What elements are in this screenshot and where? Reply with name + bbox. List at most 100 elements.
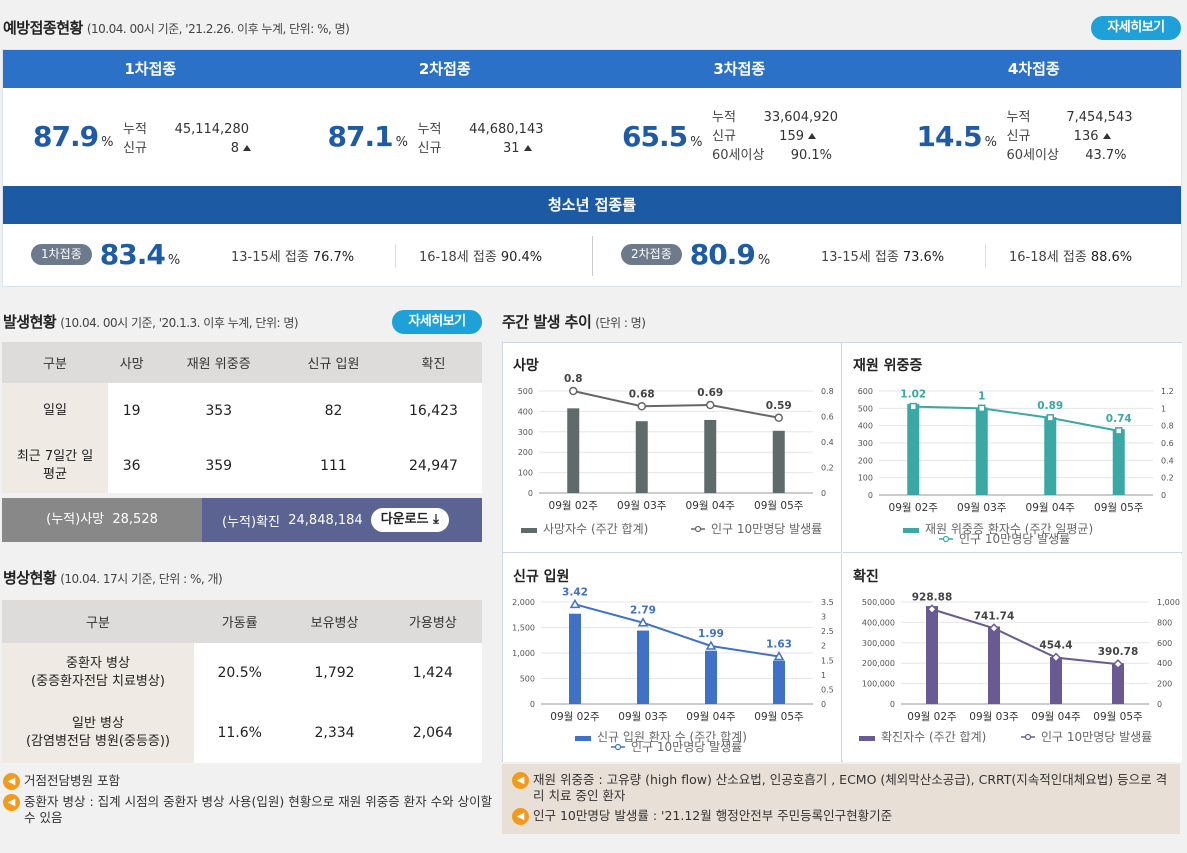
rate-point xyxy=(569,598,581,609)
row-label: 최근 7일간 일평균 xyxy=(2,438,108,493)
rate-point xyxy=(1050,652,1062,663)
cum-death: (누적)사망 28,528 xyxy=(2,498,202,542)
y-tick-label: 600 xyxy=(858,387,873,396)
y2-tick-label: 200 xyxy=(1157,680,1172,689)
x-tick-label: 09월 05주 xyxy=(1093,711,1143,723)
y-tick-label: 300 xyxy=(858,439,873,448)
y-tick-label: 100 xyxy=(518,469,533,478)
y-tick-label: 0 xyxy=(528,489,533,498)
legend-label: 재원 위중증 환자수 (주간 일평균) xyxy=(925,522,1093,536)
y-tick-label: 100 xyxy=(858,474,873,483)
y2-tick-label: 600 xyxy=(1157,639,1172,648)
teen-stats: 1차접종 83.4% 13-15세 접종 76.7% 16-18세 접종 90.4%… xyxy=(3,224,1181,288)
y-tick-label: 100,000 xyxy=(862,680,895,689)
y2-tick-label: 0 xyxy=(821,489,826,498)
chart-panel: 사망 0 100 200 300 400 500 0 0.2 0.4 0.6 0.8 09월 02주 0… xyxy=(503,343,842,553)
col-header: 구분 xyxy=(2,342,108,383)
rate-point xyxy=(978,404,986,413)
teen-first-badge: 1차접종 xyxy=(31,244,92,265)
table-cell: 16,423 xyxy=(384,383,482,438)
legend-marker xyxy=(614,743,622,751)
vaccination-title: 예방접종현황 (10.04. 00시 기준, '21.2.26. 이후 누계, 단… xyxy=(3,19,350,37)
rate-point xyxy=(637,402,646,411)
data-label: 0.74 xyxy=(1106,413,1132,425)
col-header: 보유병상 xyxy=(285,600,384,643)
severe-chart: 0 100 200 300 400 500 600 0 0.2 0.4 0.6 0.8 1 1.2 09월 … xyxy=(858,387,1174,546)
cum-confirmed: (누적)확진 24,848,184 다운로드 ⤓ xyxy=(202,498,482,542)
table-cell: 1,792 xyxy=(285,643,384,703)
y2-tick-label: 0 xyxy=(1157,700,1162,709)
y2-tick-label: 0 xyxy=(1161,491,1166,500)
chart-panel: 재원 위중증 0 100 200 300 400 500 600 0 0.2 0.4 0.6 0.8 1… xyxy=(843,343,1182,553)
bar xyxy=(772,430,785,493)
bar xyxy=(926,606,938,704)
divider xyxy=(592,236,593,276)
teen-second-1315: 13-15세 접종 73.6% xyxy=(821,250,945,265)
legend-label: 인구 10만명당 발생률 xyxy=(631,740,742,754)
table-cell: 1,424 xyxy=(383,643,482,703)
bar xyxy=(975,407,988,495)
bar xyxy=(569,613,581,704)
table-cell: 2,334 xyxy=(285,703,384,763)
note-item: ◀ 거점전담병원 포함 xyxy=(3,773,493,790)
confirmed-chart: 0 100,000 200,000 300,000 400,000 500,000 0 200… xyxy=(859,591,1180,744)
x-tick-label: 09월 03주 xyxy=(957,502,1007,514)
rate-point xyxy=(569,386,578,396)
occurrence-more-button[interactable]: 자세히보기 xyxy=(392,310,482,334)
bar xyxy=(1044,417,1057,495)
x-tick-label: 09월 04주 xyxy=(1026,502,1076,514)
x-tick-label: 09월 05주 xyxy=(754,500,804,512)
table-cell: 19 xyxy=(108,383,156,438)
teen-first-1618: 16-18세 접종 90.4% xyxy=(419,250,543,265)
rate-point xyxy=(1112,659,1124,670)
death-chart: 0 100 200 300 400 500 0 0.2 0.4 0.6 0.8 09월 02주 09월 … xyxy=(518,373,834,536)
y2-tick-label: 3.5 xyxy=(821,598,834,607)
y2-tick-label: 800 xyxy=(1157,618,1172,627)
vaccination-more-button[interactable]: 자세히보기 xyxy=(1091,16,1181,40)
table-cell: 11.6% xyxy=(194,703,286,763)
right-notes: ◀ 재원 위중증 : 고유량 (high flow) 산소요법, 인공호흡기 , … xyxy=(502,764,1180,834)
data-label: 0.68 xyxy=(629,388,655,400)
data-label: 741.74 xyxy=(974,610,1015,622)
y-tick-label: 200 xyxy=(858,456,873,465)
dose-4-label: 4차접종 xyxy=(1007,60,1060,78)
x-tick-label: 09월 04주 xyxy=(686,500,736,512)
dose-2-label: 2차접종 xyxy=(418,60,471,78)
data-label: 0.8 xyxy=(564,373,583,385)
rate-line xyxy=(913,405,1119,432)
table-row: 일일 19 353 82 16,423 xyxy=(2,383,482,438)
x-tick-label: 09월 02주 xyxy=(907,711,957,723)
vaccination-panel: 1차접종 2차접종 3차접종 4차접종 87.9% 누적 45,114,280 신… xyxy=(2,49,1182,287)
y-tick-label: 500 xyxy=(518,387,533,396)
bar xyxy=(635,421,648,493)
data-label: 0.89 xyxy=(1037,400,1063,412)
y-tick-label: 300 xyxy=(518,428,533,437)
table-cell: 359 xyxy=(155,438,282,493)
y-tick-label: 500 xyxy=(520,675,535,684)
speaker-icon: ◀ xyxy=(512,808,529,825)
data-label: 1.63 xyxy=(766,638,792,650)
table-row: 중환자 병상 (중증환자전담 치료병상) 20.5% 1,792 1,424 xyxy=(2,643,482,703)
x-tick-label: 09월 05주 xyxy=(1094,502,1144,514)
legend-marker xyxy=(942,535,950,543)
divider xyxy=(985,244,986,268)
dose-1-pct: 87.9% xyxy=(33,120,113,153)
dose-4-stat: 14.5% 누적 7,454,543 신규 136 60세이상 43.7% xyxy=(887,88,1182,186)
rate-line xyxy=(931,608,1119,666)
y-tick-label: 1,000 xyxy=(512,649,535,658)
up-arrow-icon xyxy=(1102,133,1111,139)
download-button[interactable]: 다운로드 ⤓ xyxy=(370,508,449,532)
data-label: 2.79 xyxy=(630,605,656,617)
bar xyxy=(637,630,649,704)
x-tick-label: 09월 02주 xyxy=(889,502,939,514)
x-tick-label: 09월 03주 xyxy=(617,500,667,512)
legend-label: 확진자수 (주간 합계) xyxy=(881,730,986,744)
data-label: 0.59 xyxy=(766,400,792,412)
teen-second-pct: 80.9% xyxy=(689,238,770,271)
col-header: 사망 xyxy=(108,342,156,383)
y2-tick-label: 0.8 xyxy=(821,387,834,396)
data-label: 0.69 xyxy=(697,387,723,399)
rate-point xyxy=(705,640,717,650)
beds-table: 구분 가동률 보유병상 가용병상 중환자 병상 (중증환자전담 치료병상) 20.… xyxy=(2,600,482,763)
legend-bar-swatch xyxy=(903,528,919,533)
